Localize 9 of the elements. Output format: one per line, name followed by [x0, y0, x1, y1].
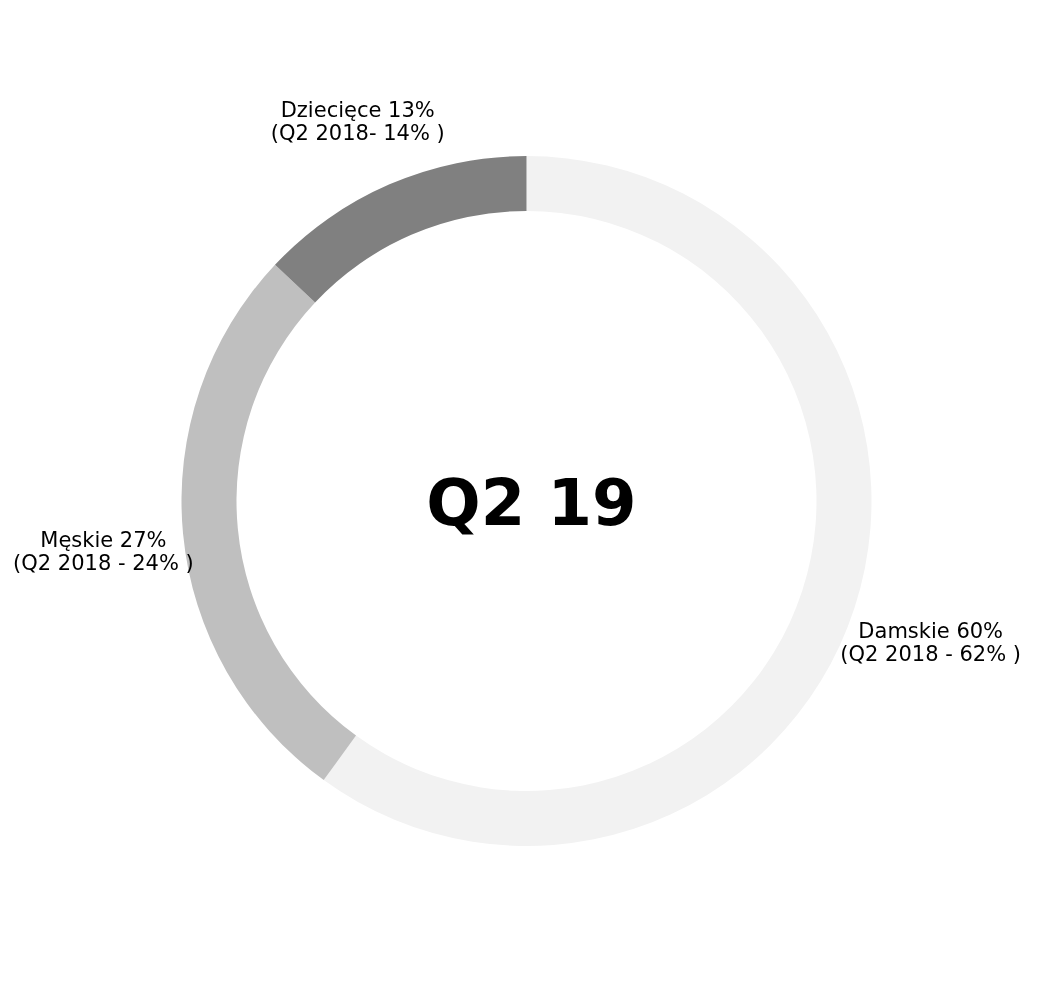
text: (Q2 2018 - 62% ): [840, 642, 1022, 667]
slice-label: Męskie 27%: [40, 528, 167, 552]
text: Q2 19: [426, 466, 637, 540]
slice-label: Damskie 60%: [858, 619, 1004, 644]
slice-label: Dziecięce 13%: [280, 97, 435, 122]
text: (Q2 2018- 14% ): [270, 120, 445, 145]
donut-slice: [275, 156, 527, 303]
donut-slice: [181, 264, 357, 781]
text: (Q2 2018 - 24% ): [13, 551, 194, 575]
